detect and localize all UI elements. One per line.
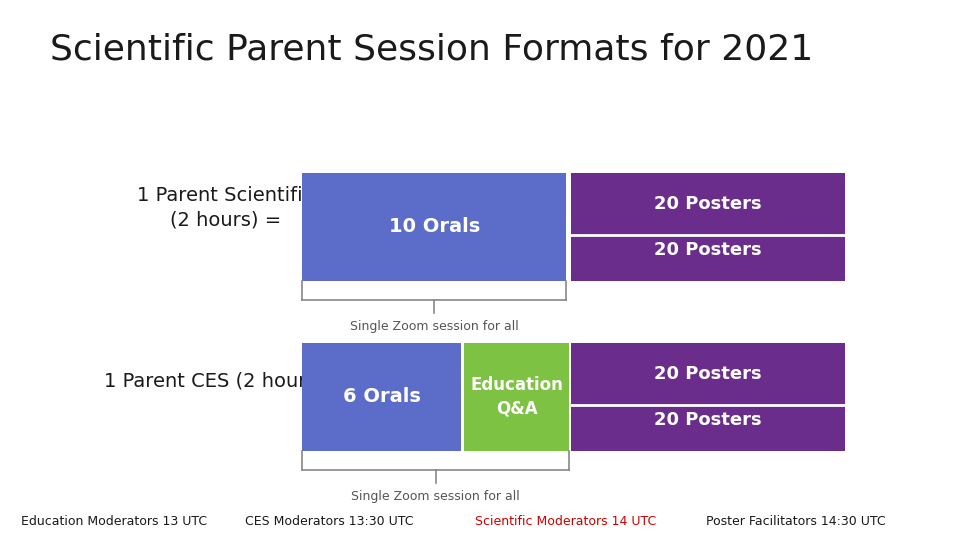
Text: 1 Parent Scientific
(2 hours) =: 1 Parent Scientific (2 hours) = (137, 186, 314, 230)
Text: CES Moderators 13:30 UTC: CES Moderators 13:30 UTC (245, 515, 414, 528)
Text: Single Zoom session for all: Single Zoom session for all (350, 320, 518, 333)
FancyBboxPatch shape (302, 173, 566, 281)
Text: 6 Orals: 6 Orals (343, 387, 420, 407)
Text: Education Moderators 13 UTC: Education Moderators 13 UTC (21, 515, 207, 528)
Text: Single Zoom session for all: Single Zoom session for all (351, 490, 520, 503)
Text: 20 Posters: 20 Posters (654, 411, 762, 429)
Text: Education
Q&A: Education Q&A (470, 376, 563, 418)
FancyBboxPatch shape (571, 389, 845, 451)
Text: 20 Posters: 20 Posters (654, 195, 762, 213)
Text: Poster Facilitators 14:30 UTC: Poster Facilitators 14:30 UTC (706, 515, 885, 528)
FancyBboxPatch shape (571, 173, 845, 235)
Text: Scientific Parent Session Formats for 2021: Scientific Parent Session Formats for 20… (50, 32, 813, 66)
FancyBboxPatch shape (464, 343, 569, 451)
Text: 10 Orals: 10 Orals (389, 217, 480, 237)
Text: 20 Posters: 20 Posters (654, 365, 762, 383)
Text: 20 Posters: 20 Posters (654, 241, 762, 259)
Text: 1 Parent CES (2 hours) =: 1 Parent CES (2 hours) = (105, 371, 347, 390)
Text: Scientific Moderators 14 UTC: Scientific Moderators 14 UTC (475, 515, 657, 528)
FancyBboxPatch shape (571, 343, 845, 405)
FancyBboxPatch shape (302, 343, 461, 451)
FancyBboxPatch shape (571, 219, 845, 281)
